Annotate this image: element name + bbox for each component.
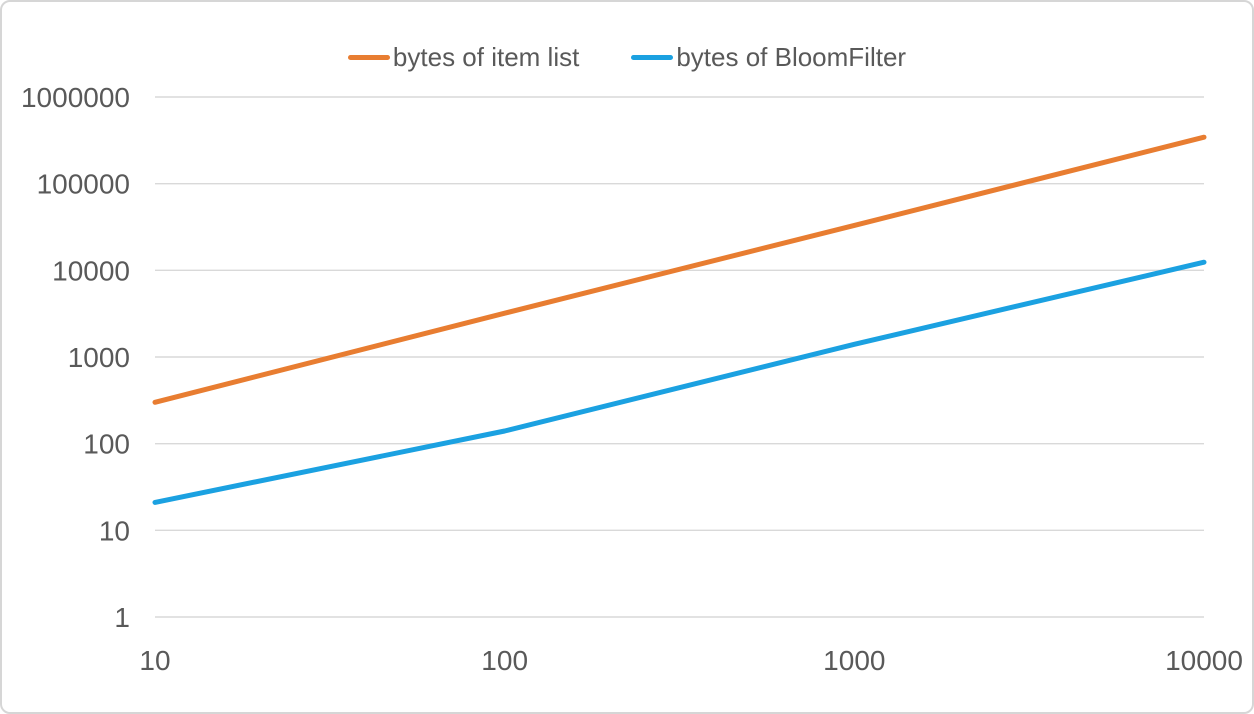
- x-tick-label-1000: 1000: [823, 645, 885, 676]
- legend-swatch-item-list: [347, 55, 390, 60]
- legend: bytes of item list bytes of BloomFilter: [2, 42, 1252, 73]
- x-tick-label-10000: 10000: [1165, 645, 1243, 676]
- y-tick-label-1: 1: [114, 602, 130, 633]
- legend-item-bytes-of-bloomfilter: bytes of BloomFilter: [631, 42, 906, 73]
- legend-label-bloomfilter: bytes of BloomFilter: [676, 42, 907, 72]
- series-line-item-list: [152, 134, 1207, 405]
- y-tick-label-100: 100: [83, 429, 130, 460]
- y-tick-label-1000: 1000: [68, 342, 130, 373]
- x-tick-label-100: 100: [481, 645, 528, 676]
- y-tick-label-1000000: 1000000: [21, 82, 130, 113]
- legend-label-item-list: bytes of item list: [392, 42, 580, 72]
- legend-item-bytes-of-item-list: bytes of item list: [347, 42, 580, 73]
- y-tick-label-10: 10: [99, 515, 130, 546]
- y-tick-label-100000: 100000: [37, 169, 130, 200]
- series-line-bloomfilter: [152, 259, 1207, 505]
- x-tick-label-10: 10: [139, 645, 170, 676]
- y-tick-label-10000: 10000: [52, 255, 130, 286]
- legend-swatch-bloomfilter: [631, 55, 674, 60]
